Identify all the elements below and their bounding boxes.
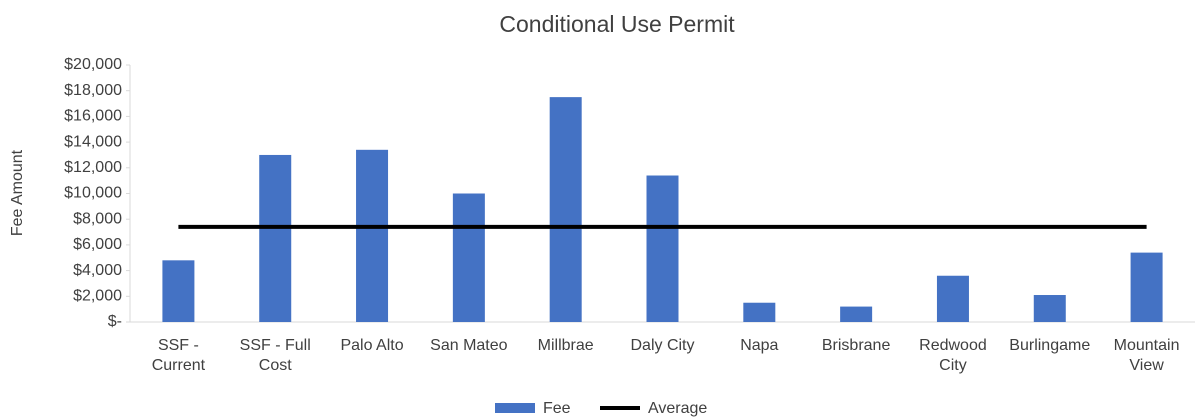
bar [1033, 295, 1066, 322]
legend-label: Average [648, 400, 707, 417]
x-tick-label: SSF - Full Cost [239, 337, 311, 374]
x-tick-label: Redwood City [919, 337, 987, 374]
x-tick-label: Palo Alto [340, 337, 404, 354]
y-tick-label: $20,000 [64, 56, 122, 73]
x-tick-label: Burlingame [1009, 337, 1091, 354]
bar [162, 260, 195, 322]
bar [1130, 252, 1163, 322]
x-tick-label: SSF - Current [151, 337, 206, 374]
x-tick-label: Mountain View [1113, 337, 1180, 374]
y-tick-label: $10,000 [64, 185, 122, 202]
bar [646, 175, 679, 322]
y-tick-label: $2,000 [73, 288, 122, 305]
x-tick-label: San Mateo [430, 337, 508, 354]
y-tick-label: $14,000 [64, 133, 122, 150]
legend-label: Fee [543, 400, 571, 417]
bar [840, 306, 873, 322]
legend-swatch [495, 403, 535, 413]
y-tick-label: $6,000 [73, 236, 122, 253]
x-tick-label: Millbrae [537, 337, 594, 354]
y-tick-label: $16,000 [64, 108, 122, 125]
y-tick-label: $- [108, 313, 122, 330]
y-tick-label: $4,000 [73, 262, 122, 279]
bar [549, 97, 582, 322]
x-tick-label: Napa [740, 337, 779, 354]
y-tick-label: $12,000 [64, 159, 122, 176]
bar [936, 275, 969, 322]
x-tick-label: Daly City [630, 337, 695, 354]
bar [743, 302, 776, 322]
bar [356, 149, 389, 322]
bar [259, 154, 292, 322]
y-tick-label: $8,000 [73, 210, 122, 227]
y-axis-label: Fee Amount [9, 149, 26, 236]
chart-title: Conditional Use Permit [499, 11, 735, 37]
x-tick-label: Brisbrane [821, 337, 891, 354]
y-tick-label: $18,000 [64, 82, 122, 99]
bar [452, 193, 485, 322]
